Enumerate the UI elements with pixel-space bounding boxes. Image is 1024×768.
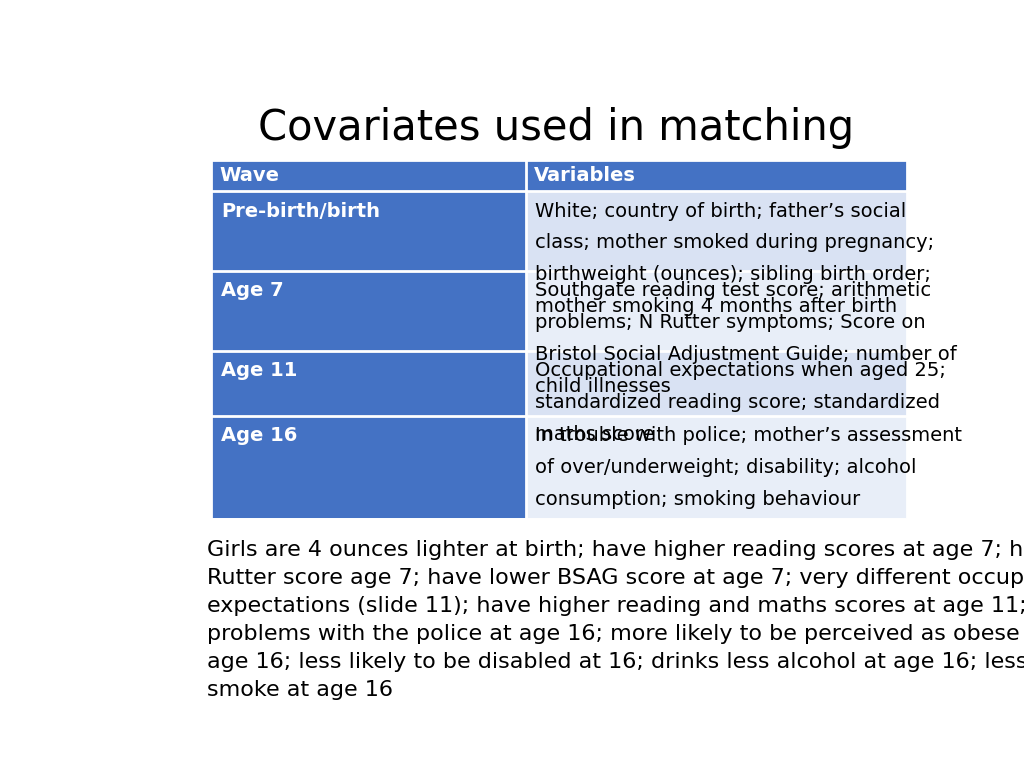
Bar (525, 191, 907, 271)
Text: In trouble with police; mother’s assessment
of over/underweight; disability; alc: In trouble with police; mother’s assessm… (536, 426, 963, 508)
Text: Wave: Wave (219, 166, 280, 185)
Bar (211, 161, 525, 191)
Bar (211, 415, 525, 519)
Bar (525, 161, 907, 191)
Text: Age 7: Age 7 (221, 281, 284, 300)
Text: Pre-birth/birth: Pre-birth/birth (221, 201, 380, 220)
Bar (211, 350, 525, 415)
Bar (211, 161, 907, 519)
Text: Age 11: Age 11 (221, 361, 297, 380)
Bar (211, 191, 525, 271)
Text: Occupational expectations when aged 25;
standardized reading score; standardized: Occupational expectations when aged 25; … (536, 361, 946, 444)
Bar (525, 350, 907, 415)
Bar (525, 415, 907, 519)
Text: Southgate reading test score; arithmetic
problems; N Rutter symptoms; Score on
B: Southgate reading test score; arithmetic… (536, 281, 956, 396)
Text: Age 16: Age 16 (221, 426, 297, 445)
Bar (211, 271, 525, 350)
Text: White; country of birth; father’s social
class; mother smoked during pregnancy;
: White; country of birth; father’s social… (536, 201, 934, 316)
Text: Variables: Variables (534, 166, 636, 185)
Text: Girls are 4 ounces lighter at birth; have higher reading scores at age 7; have l: Girls are 4 ounces lighter at birth; hav… (207, 540, 1024, 700)
Bar (525, 271, 907, 350)
Text: Covariates used in matching: Covariates used in matching (258, 107, 855, 149)
